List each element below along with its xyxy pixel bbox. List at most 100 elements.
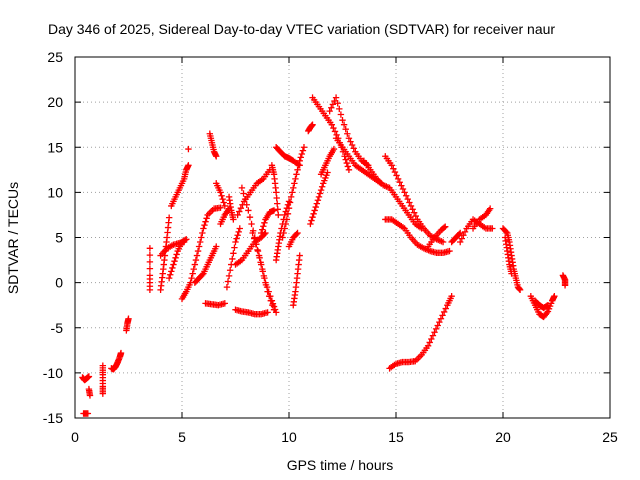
data-point: [317, 186, 325, 194]
data-point: [290, 184, 297, 192]
data-point: [231, 244, 238, 251]
series-arc-40: [382, 153, 447, 246]
data-point: [224, 278, 232, 285]
data-point: [202, 218, 209, 225]
data-point: [236, 208, 243, 215]
data-point: [516, 286, 524, 294]
data-point: [437, 315, 445, 322]
data-point: [308, 217, 315, 224]
data-point: [440, 308, 448, 316]
data-point: [298, 150, 306, 158]
data-point: [461, 228, 469, 236]
data-point: [328, 121, 335, 128]
data-point: [262, 279, 269, 286]
data-point: [390, 165, 397, 172]
data-point: [401, 189, 408, 196]
data-point: [324, 169, 331, 176]
data-point: [543, 302, 551, 310]
series-arc-06: [123, 315, 132, 334]
data-point: [221, 300, 228, 307]
series-arc-27: [268, 162, 282, 219]
data-point: [193, 252, 201, 259]
data-point: [391, 168, 399, 176]
data-point: [173, 251, 180, 258]
data-point: [188, 274, 195, 282]
data-point: [183, 236, 190, 243]
series-arc-41: [382, 216, 453, 257]
data-point: [259, 265, 266, 273]
data-point: [271, 306, 279, 313]
x-axis-label: GPS time / hours: [287, 457, 394, 473]
x-tick-label: 20: [495, 429, 511, 445]
series-arc-17: [217, 205, 233, 228]
data-point: [424, 342, 432, 349]
data-point: [285, 198, 293, 205]
data-point: [241, 195, 249, 203]
data-point: [398, 182, 405, 189]
data-point: [240, 190, 247, 197]
series-arc-18: [213, 180, 228, 210]
data-point: [310, 210, 317, 218]
series-arc-44: [457, 216, 496, 246]
data-point: [272, 309, 280, 316]
data-point: [265, 288, 272, 295]
data-point: [189, 270, 196, 277]
data-point: [426, 339, 433, 346]
y-tick-labels: -15 -10 -5 0 5 10 15 20 25: [43, 49, 63, 426]
series-arc-03: [85, 385, 94, 399]
data-point: [457, 229, 464, 237]
data-point: [332, 94, 340, 101]
data-point: [199, 271, 206, 278]
data-point: [185, 145, 192, 153]
series-arc-10: [165, 236, 190, 282]
data-point: [229, 255, 236, 263]
data-point: [442, 305, 449, 312]
data-point: [296, 157, 303, 164]
data-point: [261, 230, 268, 238]
y-tick-label: 10: [47, 184, 63, 200]
y-tick-label: 20: [47, 94, 63, 110]
data-point: [252, 241, 260, 248]
data-point: [294, 229, 301, 237]
data-point: [543, 309, 551, 317]
y-tick-label: 5: [55, 230, 63, 246]
data-point: [404, 195, 411, 203]
data-point: [329, 101, 337, 108]
data-point: [213, 153, 220, 160]
data-point: [274, 206, 281, 213]
data-point: [551, 292, 558, 300]
data-point: [169, 264, 176, 272]
data-point: [190, 265, 197, 273]
data-point: [261, 219, 268, 227]
series-arc-48: [501, 234, 515, 277]
data-point: [264, 309, 271, 316]
data-point: [330, 124, 337, 132]
series-arc-29: [272, 144, 303, 169]
data-point: [431, 329, 438, 336]
data-point: [448, 292, 455, 300]
data-point: [254, 246, 261, 254]
series-arc-43: [448, 229, 464, 246]
x-tick-label: 25: [602, 429, 618, 445]
data-point: [270, 207, 278, 214]
data-point: [344, 130, 351, 137]
data-point: [146, 258, 154, 266]
series-arc-33: [305, 121, 316, 135]
data-point: [503, 228, 510, 236]
data-point: [285, 204, 293, 212]
data-points: [79, 94, 569, 417]
data-point: [185, 162, 192, 169]
data-point: [167, 271, 174, 278]
series-arc-46: [386, 292, 455, 372]
data-point: [345, 166, 353, 174]
data-point: [292, 175, 299, 183]
y-axis-label: SDTVAR / TECUs: [5, 182, 21, 294]
data-point: [275, 211, 282, 219]
y-tick-label: -15: [43, 410, 63, 426]
data-point: [460, 232, 467, 239]
data-point: [196, 238, 204, 246]
data-point: [337, 111, 345, 118]
y-tick-label: -5: [51, 320, 64, 336]
data-point: [195, 243, 203, 250]
data-point: [219, 195, 226, 203]
